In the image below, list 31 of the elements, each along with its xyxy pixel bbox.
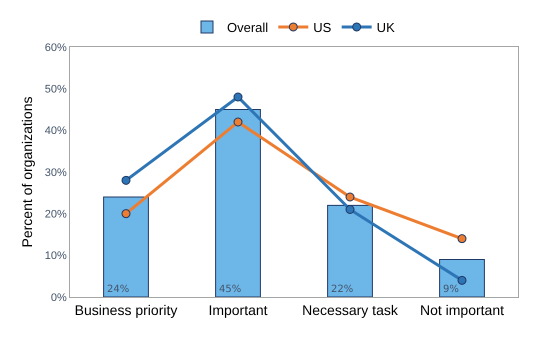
data-label: 24% (107, 284, 130, 295)
bar (327, 204, 373, 297)
point (346, 192, 354, 202)
bar (103, 196, 149, 297)
x-tick-label: Important (208, 302, 268, 318)
data-label: 22% (331, 284, 354, 295)
bar (439, 259, 485, 297)
y-tick-label: 20% (44, 208, 68, 221)
point (458, 276, 466, 285)
y-tick-label: 40% (44, 125, 68, 138)
y-tick-label: 60% (44, 42, 68, 54)
legend-label: Overall (227, 20, 268, 36)
x-tick-label: Not important (420, 302, 504, 318)
data-label: 45% (219, 284, 242, 295)
data-label: 9% (443, 284, 459, 295)
y-tick-label: 30% (44, 166, 68, 179)
point (234, 92, 242, 102)
x-tick-label: Business priority (74, 302, 178, 318)
y-tick-label: 10% (44, 250, 68, 262)
legend-label: US (313, 20, 332, 36)
point (346, 205, 354, 214)
legend-label: UK (376, 20, 396, 36)
x-tick-label: Necessary task (302, 302, 399, 318)
point (122, 209, 130, 218)
point (122, 176, 130, 185)
y-tick-label: 50% (44, 84, 68, 96)
y-tick-label: 0% (50, 292, 68, 304)
point (234, 118, 242, 126)
bar (215, 109, 261, 297)
point (458, 234, 466, 244)
y-axis-title: Percent of organizations (19, 96, 35, 248)
